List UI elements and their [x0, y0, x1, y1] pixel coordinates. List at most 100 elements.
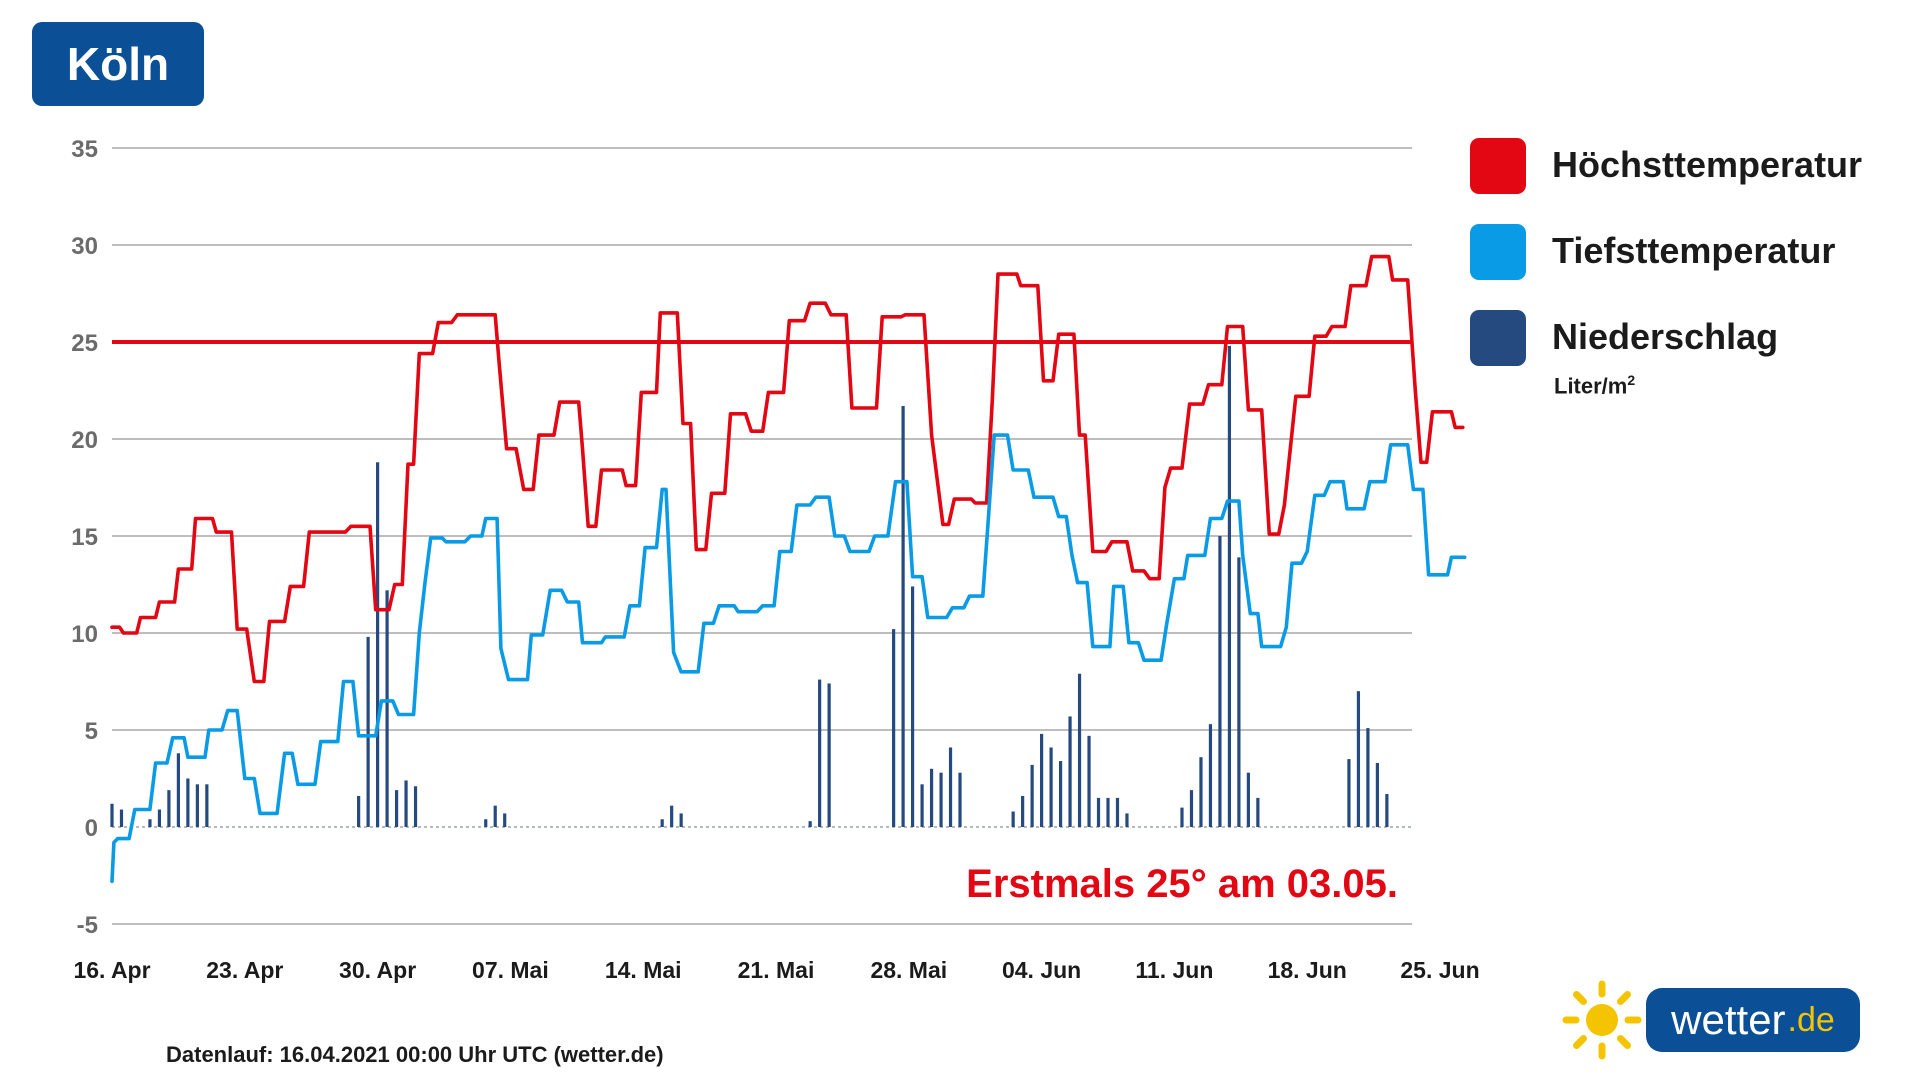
precip-bar	[413, 786, 418, 827]
precip-bar	[167, 790, 171, 827]
precip-bar	[148, 819, 152, 827]
x-tick-label: 28. Mai	[870, 957, 947, 983]
precip-bar	[920, 784, 924, 827]
y-axis-tick-labels: 35 30 25 20 15 10 5 0 -5	[71, 136, 98, 939]
precip-bar	[186, 778, 190, 827]
precip-bar	[176, 753, 180, 827]
legend-label-precipitation: Niederschlag	[1552, 316, 1779, 357]
y-tick-label: 25	[71, 330, 98, 357]
x-tick-label: 21. Mai	[738, 957, 815, 983]
precip-bar	[1115, 797, 1120, 827]
precip-bar	[1385, 794, 1389, 827]
precip-bar	[1199, 757, 1203, 827]
x-axis-tick-labels: 16. Apr 23. Apr 30. Apr 07. Mai 14. Mai 21. M…	[73, 957, 1479, 983]
precip-bar	[1077, 673, 1082, 827]
precip-bar	[157, 809, 162, 827]
precip-bar	[1058, 761, 1063, 827]
x-tick-label: 16. Apr	[73, 957, 150, 983]
precipitation-bars	[110, 345, 1389, 827]
city-title-badge: Köln	[32, 22, 204, 106]
x-tick-label: 04. Jun	[1002, 957, 1081, 983]
precip-bar	[1068, 716, 1072, 827]
data-source-footnote: Datenlauf: 16.04.2021 00:00 Uhr UTC (wet…	[166, 1042, 664, 1067]
precip-bar	[484, 819, 488, 827]
precip-bar	[1189, 790, 1194, 827]
precip-bar	[1347, 759, 1351, 827]
x-tick-label: 18. Jun	[1268, 957, 1347, 983]
precip-bar	[205, 784, 209, 827]
precip-unit-base: Liter/m	[1554, 373, 1628, 399]
precip-bar	[1256, 797, 1260, 827]
precip-bar	[939, 772, 943, 827]
precip-bar	[195, 784, 199, 827]
legend-swatch-max-temp	[1470, 138, 1526, 194]
legend-precip-unit: Liter/m2	[1554, 372, 1635, 399]
y-tick-label: 15	[71, 524, 98, 551]
precip-bar	[394, 790, 399, 827]
sun-icon	[1562, 980, 1642, 1060]
precip-bar	[827, 683, 831, 827]
precip-bar	[958, 772, 962, 827]
brand-domain: .de	[1787, 1000, 1835, 1039]
precip-bar	[1011, 811, 1015, 827]
precip-bar	[1087, 735, 1091, 827]
precip-bar	[901, 406, 905, 827]
x-tick-label: 30. Apr	[339, 957, 416, 983]
precip-bar	[679, 813, 683, 827]
y-tick-label: -5	[77, 912, 98, 939]
precip-bar	[1030, 764, 1034, 827]
precip-bar	[808, 821, 812, 827]
precip-bar	[110, 803, 114, 827]
chart-grid	[112, 147, 1412, 925]
precip-bar	[910, 586, 915, 827]
x-tick-label: 14. Mai	[605, 957, 682, 983]
y-tick-label: 5	[85, 718, 98, 745]
y-tick-label: 20	[71, 427, 98, 454]
precip-bar	[1227, 345, 1232, 827]
precip-bar	[1021, 795, 1025, 827]
legend-label-min-temp: Tiefsttemperatur	[1552, 230, 1836, 271]
min-temp-line	[110, 433, 1467, 884]
precip-bar	[404, 780, 408, 827]
precip-bar	[1125, 813, 1129, 827]
precip-bar	[493, 805, 497, 827]
precip-bar	[948, 747, 953, 827]
precip-bar	[1246, 772, 1250, 827]
brand-wordmark: wetter .de	[1646, 988, 1860, 1052]
precip-bar	[1366, 728, 1370, 827]
x-tick-label: 07. Mai	[472, 957, 549, 983]
precip-bar	[670, 805, 674, 827]
precip-bar	[818, 679, 822, 827]
precip-bar	[376, 462, 380, 827]
precip-bar	[892, 629, 896, 827]
precip-bar	[1106, 797, 1110, 827]
precip-bar	[929, 768, 934, 827]
legend-swatch-precipitation	[1470, 310, 1526, 366]
precip-bar	[1096, 797, 1101, 827]
x-tick-label: 11. Jun	[1135, 957, 1213, 983]
x-tick-label: 25. Jun	[1400, 957, 1479, 983]
precip-bar	[1049, 747, 1053, 827]
x-tick-label: 23. Apr	[206, 957, 283, 983]
precip-bar	[119, 809, 124, 827]
max-temp-line	[110, 254, 1465, 684]
precip-bar	[1180, 807, 1184, 827]
precip-bar	[1208, 724, 1213, 827]
precip-bar	[660, 819, 664, 827]
precip-bar	[357, 795, 361, 827]
precip-bar	[503, 813, 507, 827]
first-25-degree-annotation: Erstmals 25° am 03.05.	[966, 862, 1398, 906]
precip-bar	[1218, 536, 1222, 827]
y-tick-label: 0	[85, 815, 98, 842]
wetter-de-logo[interactable]: wetter .de	[1562, 980, 1862, 1060]
brand-name: wetter	[1671, 996, 1786, 1043]
precip-bar	[1040, 733, 1044, 827]
y-tick-label: 30	[71, 233, 98, 260]
y-tick-label: 10	[71, 621, 98, 648]
precip-bar	[385, 590, 389, 827]
precip-bar	[1356, 691, 1361, 827]
legend-swatch-min-temp	[1470, 224, 1526, 280]
legend-label-max-temp: Höchsttemperatur	[1552, 144, 1863, 185]
precip-bar	[366, 636, 370, 827]
